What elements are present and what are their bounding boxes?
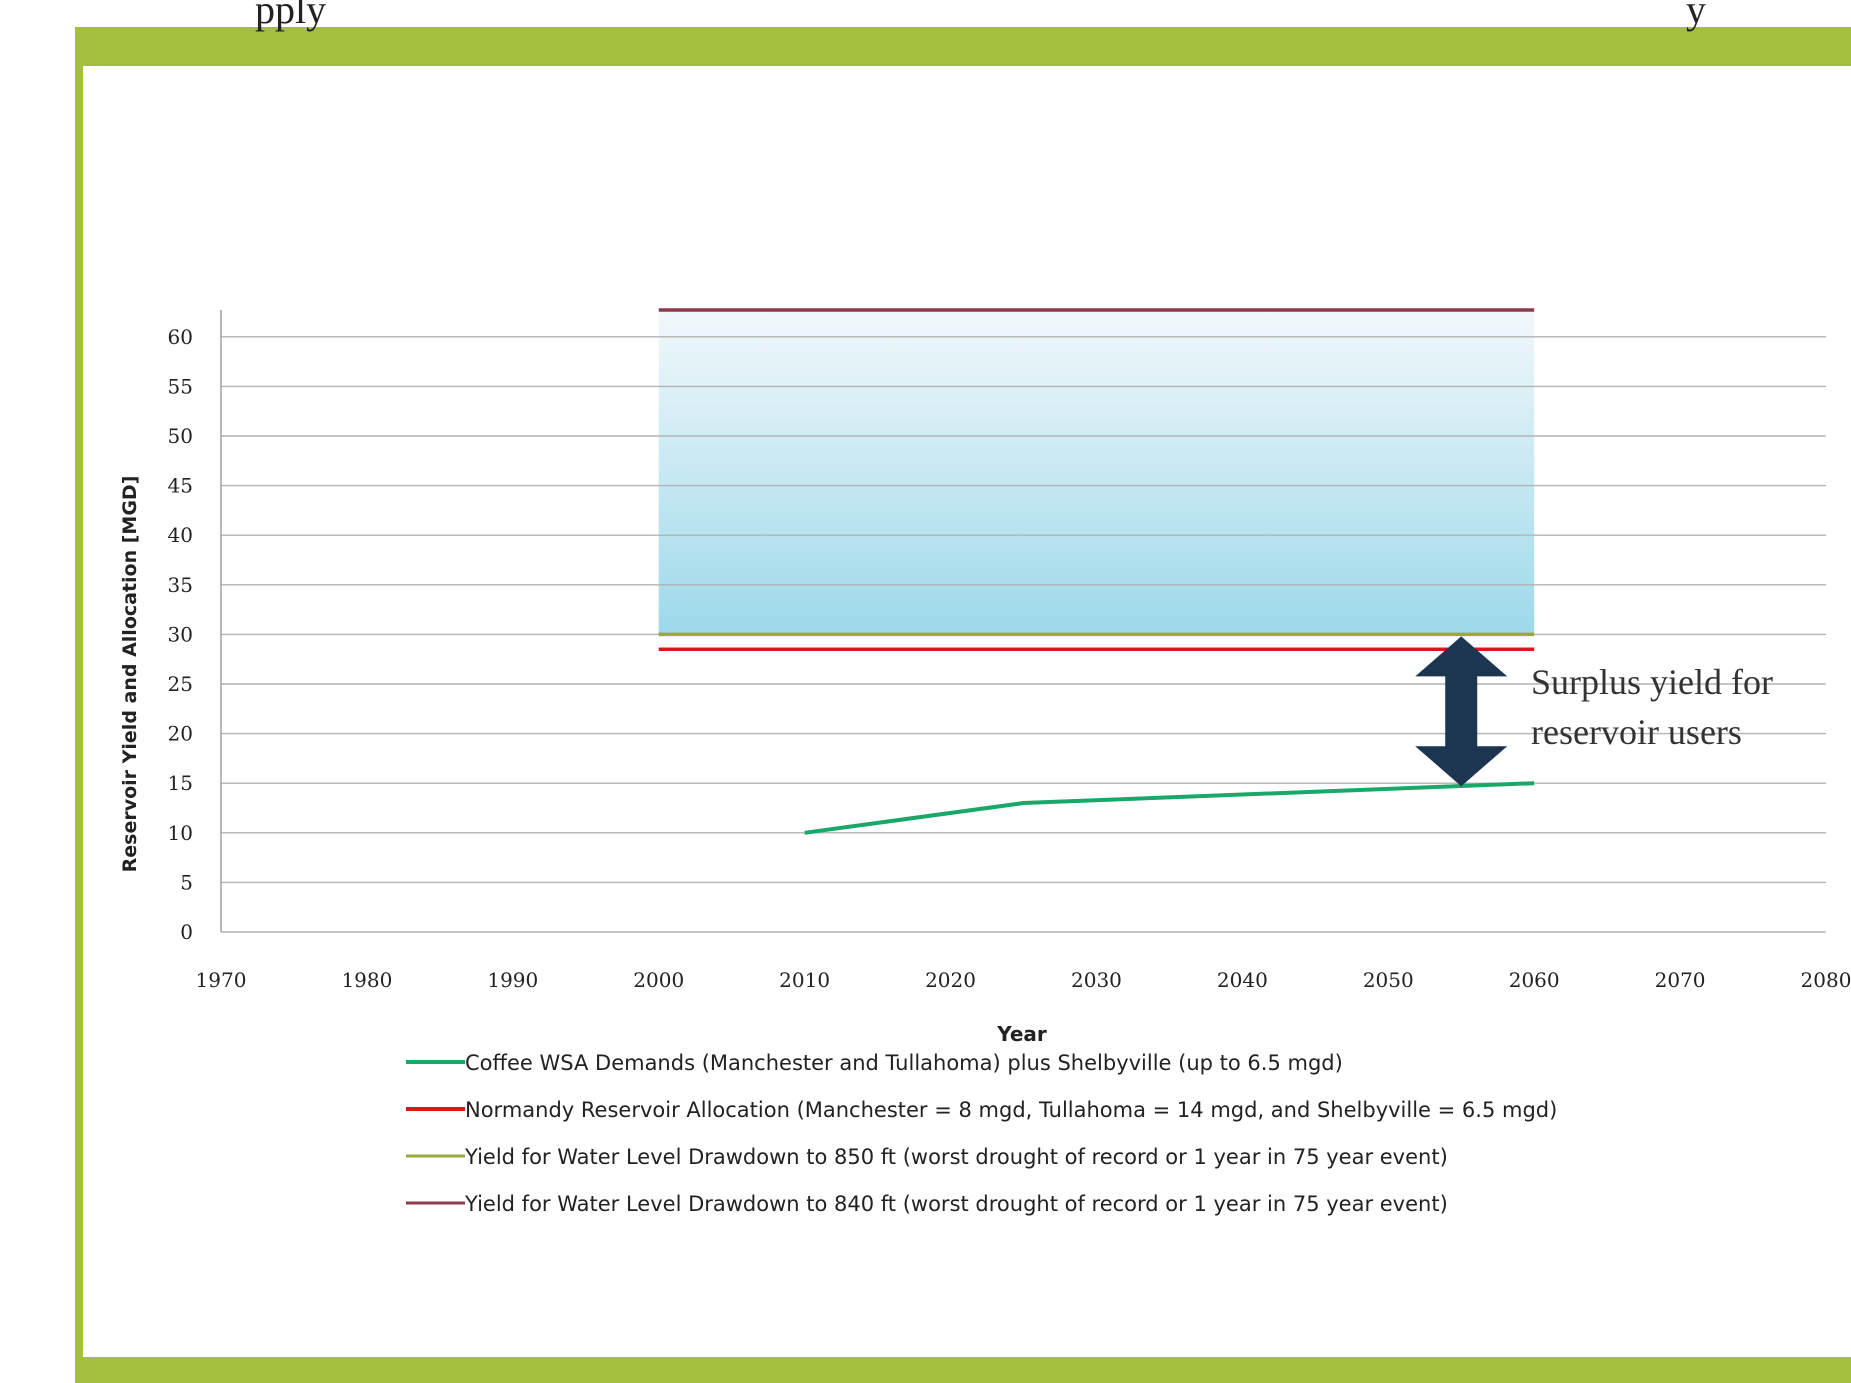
x-tick-label: 2020 bbox=[925, 968, 976, 992]
x-tick-label: 1970 bbox=[196, 968, 247, 992]
cropped-heading-text: pply bbox=[255, 0, 327, 32]
surplus-shaded-region bbox=[658, 310, 1535, 635]
legend-entry: Normandy Reservoir Allocation (Mancheste… bbox=[465, 1098, 1557, 1122]
y-tick-label: 40 bbox=[168, 523, 193, 547]
legend: Coffee WSA Demands (Manchester and Tulla… bbox=[406, 1051, 1557, 1216]
y-tick-label: 60 bbox=[168, 325, 193, 349]
y-tick-label: 5 bbox=[180, 870, 193, 894]
x-tick-label: 2010 bbox=[779, 968, 830, 992]
y-tick-label: 50 bbox=[168, 424, 193, 448]
x-tick-label: 2030 bbox=[1071, 968, 1122, 992]
x-tick-label: 2070 bbox=[1655, 968, 1706, 992]
y-axis-label: Reservoir Yield and Allocation [MGD] bbox=[119, 476, 141, 873]
x-tick-label: 2000 bbox=[633, 968, 684, 992]
y-tick-label: 20 bbox=[168, 722, 193, 746]
legend-entry: Yield for Water Level Drawdown to 840 ft… bbox=[464, 1192, 1448, 1216]
legend-entry: Yield for Water Level Drawdown to 850 ft… bbox=[464, 1145, 1448, 1169]
x-tick-label: 2060 bbox=[1509, 968, 1560, 992]
legend-entry: Coffee WSA Demands (Manchester and Tulla… bbox=[465, 1051, 1343, 1075]
y-tick-label: 15 bbox=[168, 771, 193, 795]
surplus-annotation-line: Surplus yield for bbox=[1531, 662, 1773, 702]
y-tick-label: 30 bbox=[168, 622, 193, 646]
y-tick-label: 10 bbox=[168, 821, 193, 845]
surplus-double-arrow bbox=[1415, 636, 1508, 787]
x-tick-label: 1990 bbox=[487, 968, 538, 992]
x-tick-label: 2080 bbox=[1801, 968, 1851, 992]
y-tick-label: 0 bbox=[180, 920, 193, 944]
y-tick-label: 35 bbox=[168, 573, 193, 597]
bottom-frame-bar bbox=[75, 1357, 1851, 1383]
series-demand-line bbox=[804, 781, 1535, 835]
plot-region: 0 5 10 15 20 25 30 35 40 45 50 55 60 1970 1980 1990 2000… bbox=[168, 308, 1851, 992]
top-frame-bar bbox=[75, 27, 1851, 66]
x-tick-label: 1980 bbox=[341, 968, 392, 992]
y-tick-label: 45 bbox=[168, 474, 193, 498]
left-frame-bar bbox=[75, 27, 83, 1383]
cropped-heading-text-right: y bbox=[1686, 0, 1706, 32]
x-tick-label: 2050 bbox=[1363, 968, 1414, 992]
y-tick-label: 25 bbox=[168, 672, 193, 696]
x-tick-label: 2040 bbox=[1217, 968, 1268, 992]
surplus-annotation-line: reservoir users bbox=[1531, 712, 1742, 752]
x-axis-label: Year bbox=[996, 1022, 1047, 1046]
y-tick-label: 55 bbox=[168, 374, 193, 398]
